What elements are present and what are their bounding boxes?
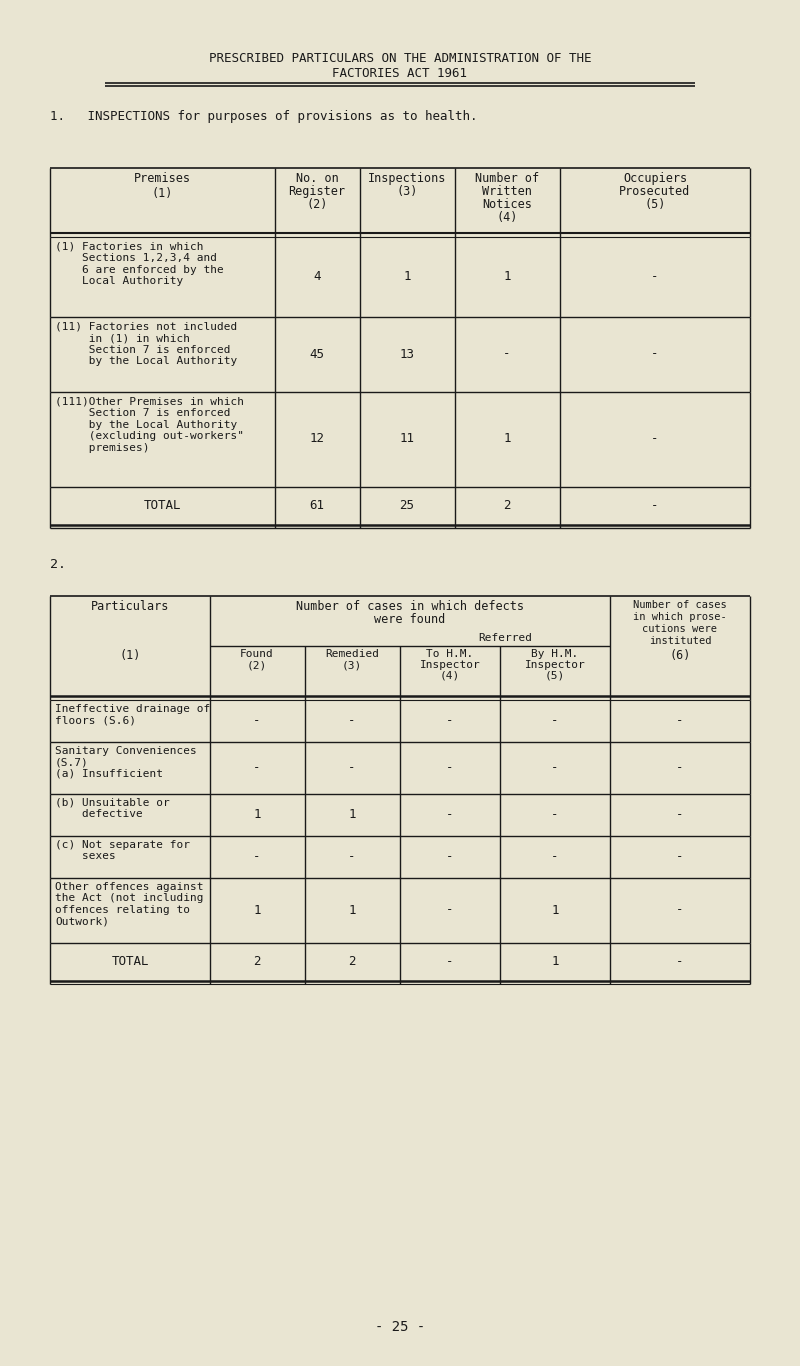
Text: (1) Factories in which
    Sections 1,2,3,4 and
    6 are enforced by the
    Lo: (1) Factories in which Sections 1,2,3,4 … (55, 242, 224, 287)
Text: (5): (5) (545, 671, 565, 682)
Text: Number of cases: Number of cases (633, 600, 727, 611)
Text: 11: 11 (399, 433, 414, 445)
Text: (4): (4) (496, 210, 518, 224)
Text: Notices: Notices (482, 198, 532, 210)
Text: Sanitary Conveniences
(S.7)
(a) Insufficient: Sanitary Conveniences (S.7) (a) Insuffic… (55, 746, 197, 779)
Text: (2): (2) (247, 660, 267, 669)
Text: -: - (551, 809, 558, 821)
Text: Ineffective drainage of
floors (S.6): Ineffective drainage of floors (S.6) (55, 703, 210, 725)
Text: 2: 2 (503, 499, 510, 512)
Text: -: - (551, 850, 558, 863)
Text: were found: were found (374, 613, 446, 626)
Text: -: - (676, 903, 684, 917)
Text: -: - (651, 433, 658, 445)
Text: - 25 -: - 25 - (375, 1320, 425, 1335)
Text: -: - (503, 347, 510, 361)
Text: (5): (5) (644, 198, 666, 210)
Text: -: - (348, 714, 356, 727)
Text: (1): (1) (119, 649, 141, 663)
Text: instituted: instituted (649, 637, 711, 646)
Text: 2: 2 (348, 955, 356, 968)
Text: Other offences against
the Act (not including
offences relating to
Outwork): Other offences against the Act (not incl… (55, 881, 203, 926)
Text: 1: 1 (254, 903, 261, 917)
Text: (3): (3) (342, 660, 362, 669)
Text: (b) Unsuitable or
    defective: (b) Unsuitable or defective (55, 798, 170, 820)
Text: (4): (4) (440, 671, 460, 682)
Text: 61: 61 (310, 499, 325, 512)
Text: Remedied: Remedied (325, 649, 379, 658)
Text: Inspector: Inspector (525, 660, 586, 669)
Text: -: - (676, 761, 684, 775)
Text: 1: 1 (551, 955, 558, 968)
Text: (111)Other Premises in which
     Section 7 is enforced
     by the Local Author: (111)Other Premises in which Section 7 i… (55, 396, 244, 454)
Text: -: - (348, 850, 356, 863)
Text: By H.M.: By H.M. (531, 649, 578, 658)
Text: 1: 1 (403, 270, 410, 283)
Text: TOTAL: TOTAL (111, 955, 149, 968)
Text: -: - (651, 347, 658, 361)
Text: -: - (254, 761, 261, 775)
Text: (6): (6) (670, 649, 690, 663)
Text: (11) Factories not included
     in (1) in which
     Section 7 is enforced
    : (11) Factories not included in (1) in wh… (55, 321, 238, 366)
Text: -: - (651, 499, 658, 512)
Text: -: - (651, 270, 658, 283)
Text: 13: 13 (399, 347, 414, 361)
Text: 4: 4 (314, 270, 321, 283)
Text: -: - (254, 850, 261, 863)
Text: Particulars: Particulars (91, 600, 169, 613)
Text: 45: 45 (310, 347, 325, 361)
Text: -: - (446, 761, 454, 775)
Text: Found: Found (240, 649, 274, 658)
Text: Inspector: Inspector (420, 660, 480, 669)
Text: TOTAL: TOTAL (143, 499, 181, 512)
Text: cutions were: cutions were (642, 624, 718, 634)
Text: -: - (676, 809, 684, 821)
Text: 1: 1 (254, 809, 261, 821)
Text: 1: 1 (348, 809, 356, 821)
Text: To H.M.: To H.M. (426, 649, 474, 658)
Text: Inspections: Inspections (368, 172, 446, 184)
Text: 2: 2 (254, 955, 261, 968)
Text: (2): (2) (306, 198, 328, 210)
Text: -: - (446, 955, 454, 968)
Text: Occupiers: Occupiers (623, 172, 687, 184)
Text: (1): (1) (151, 187, 173, 199)
Text: -: - (254, 714, 261, 727)
Text: FACTORIES ACT 1961: FACTORIES ACT 1961 (333, 67, 467, 81)
Text: 2.: 2. (50, 557, 66, 571)
Text: -: - (551, 761, 558, 775)
Text: Register: Register (289, 184, 346, 198)
Text: PRESCRIBED PARTICULARS ON THE ADMINISTRATION OF THE: PRESCRIBED PARTICULARS ON THE ADMINISTRA… (209, 52, 591, 66)
Text: (3): (3) (396, 184, 418, 198)
Text: Number of: Number of (475, 172, 539, 184)
Text: -: - (446, 714, 454, 727)
Text: Referred: Referred (478, 632, 532, 643)
Text: Written: Written (482, 184, 532, 198)
Text: in which prose-: in which prose- (633, 612, 727, 622)
Text: -: - (348, 761, 356, 775)
Text: -: - (676, 955, 684, 968)
Text: 1: 1 (503, 270, 510, 283)
Text: Prosecuted: Prosecuted (619, 184, 690, 198)
Text: -: - (446, 809, 454, 821)
Text: -: - (676, 714, 684, 727)
Text: Number of cases in which defects: Number of cases in which defects (296, 600, 524, 613)
Text: 1: 1 (551, 903, 558, 917)
Text: -: - (446, 850, 454, 863)
Text: 1: 1 (348, 903, 356, 917)
Text: -: - (551, 714, 558, 727)
Text: -: - (446, 903, 454, 917)
Text: Premises: Premises (134, 172, 190, 184)
Text: 12: 12 (310, 433, 325, 445)
Text: (c) Not separate for
    sexes: (c) Not separate for sexes (55, 840, 190, 861)
Text: 1.   INSPECTIONS for purposes of provisions as to health.: 1. INSPECTIONS for purposes of provision… (50, 111, 478, 123)
Text: -: - (676, 850, 684, 863)
Text: No. on: No. on (296, 172, 338, 184)
Text: 1: 1 (503, 433, 510, 445)
Text: 25: 25 (399, 499, 414, 512)
